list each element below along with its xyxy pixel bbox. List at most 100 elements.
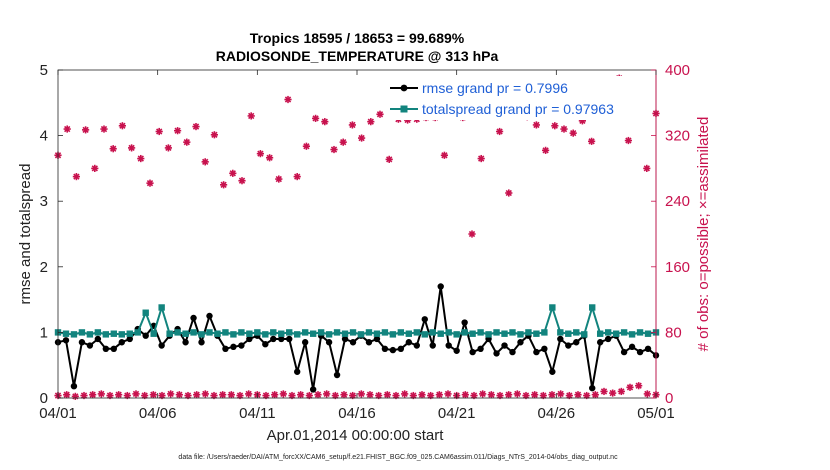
obs-count-point — [444, 390, 452, 398]
obs-count-point — [192, 122, 200, 131]
obs-count-point — [312, 114, 320, 122]
totalspread-point — [126, 330, 133, 337]
obs-count-point — [330, 145, 338, 154]
obs-count-point — [331, 391, 339, 400]
rmse-point — [437, 283, 444, 290]
obs-count-point — [155, 127, 163, 136]
y-right-tick-label: 80 — [665, 324, 682, 341]
totalspread-point — [469, 330, 476, 337]
obs-count-point — [271, 391, 279, 399]
obs-count-point — [201, 158, 209, 166]
obs-count-point — [109, 145, 117, 153]
rmse-point — [222, 345, 229, 352]
totalspread-point — [174, 329, 181, 336]
y-right-tick-label: 240 — [665, 193, 690, 210]
totalspread-point — [278, 330, 285, 337]
rmse-point — [421, 316, 428, 323]
obs-count-point — [293, 173, 301, 181]
rmse-point — [286, 335, 293, 343]
obs-count-point — [141, 391, 149, 400]
rmse-point — [62, 337, 70, 344]
obs-count-point — [288, 391, 296, 400]
rmse-point — [604, 335, 612, 343]
rmse-point — [389, 346, 397, 354]
totalspread-point — [381, 329, 389, 336]
obs-count-point — [358, 134, 366, 142]
rmse-point — [589, 384, 596, 392]
rmse-line — [57, 285, 657, 391]
obs-count-point — [297, 391, 305, 399]
y-right-tick-label: 160 — [665, 259, 690, 276]
rmse-point — [206, 312, 213, 320]
obs-count-point — [357, 390, 365, 398]
totalspread-point — [581, 331, 588, 338]
totalspread-point — [620, 329, 628, 336]
totalspread-point — [573, 329, 580, 336]
obs-count-point — [238, 177, 246, 185]
obs-count-point — [115, 391, 123, 399]
totalspread-point — [70, 331, 78, 338]
x-axis-label: Apr.01,2014 00:00:00 start — [267, 427, 445, 444]
y-tick-label: 3 — [40, 193, 48, 210]
obs-count-point — [385, 155, 393, 163]
x-tick-label: 04/21 — [438, 405, 476, 422]
x-tick-label: 04/26 — [538, 405, 576, 422]
y-tick-label: 5 — [40, 62, 48, 79]
totalspread-point — [286, 329, 293, 336]
totalspread-point — [445, 329, 452, 336]
x-tick-label: 04/16 — [338, 405, 376, 422]
totalspread-point — [333, 329, 341, 336]
rmse-point — [246, 335, 253, 343]
obs-count-point — [210, 131, 218, 139]
rmse-point — [509, 348, 516, 356]
rmse-point — [333, 371, 341, 379]
totalspread-point — [413, 329, 420, 336]
obs-count-point — [137, 154, 145, 163]
obs-count-point — [302, 142, 310, 150]
obs-count-point — [551, 122, 559, 130]
x-tick-label: 04/06 — [139, 405, 177, 422]
obs-count-point — [229, 169, 237, 177]
obs-count-point — [256, 150, 264, 158]
rmse-point — [445, 342, 452, 349]
axes-layer: 04/01 04/06 04/11 04/16 04/21 04/26 05/0101234… — [39, 62, 690, 422]
obs-count-point — [560, 125, 568, 133]
totalspread-point — [461, 329, 468, 336]
obs-count-point — [461, 391, 469, 399]
totalspread-point — [317, 329, 325, 336]
obs-count-point — [279, 390, 287, 398]
totalspread-point — [294, 331, 301, 338]
obs-count-point — [440, 151, 448, 159]
totalspread-point — [94, 329, 102, 336]
rmse-point — [294, 368, 301, 375]
y-axis-label: rmse and totalspread — [17, 164, 34, 305]
obs-count-point — [626, 383, 634, 391]
totalspread-point — [150, 330, 157, 337]
series-layer — [54, 74, 660, 400]
totalspread-point — [517, 331, 524, 338]
obs-count-point — [600, 387, 608, 396]
totalspread-point — [596, 330, 604, 337]
totalspread-point — [533, 330, 540, 337]
legend-label-rmse: rmse grand pr = 0.7996 — [422, 80, 568, 96]
y-right-tick-label: 0 — [665, 390, 673, 407]
totalspread-point — [453, 331, 460, 338]
rmse-point — [469, 348, 476, 356]
obs-count-point — [72, 173, 80, 181]
totalspread-point — [636, 329, 644, 336]
obs-count-point — [539, 391, 547, 400]
rmse-point — [644, 345, 652, 352]
totalspread-point — [405, 330, 413, 337]
rmse-point — [349, 339, 357, 346]
totalspread-point — [501, 330, 508, 337]
totalspread-line — [57, 306, 657, 336]
obs-count-point — [128, 144, 136, 152]
rmse-point — [142, 332, 149, 339]
rmse-point — [397, 345, 405, 352]
rmse-point — [262, 341, 269, 348]
obs-count-point — [118, 122, 126, 130]
totalspread-point — [357, 331, 365, 338]
obs-count-point — [435, 391, 443, 399]
legend-marker-totalspread — [400, 105, 408, 113]
